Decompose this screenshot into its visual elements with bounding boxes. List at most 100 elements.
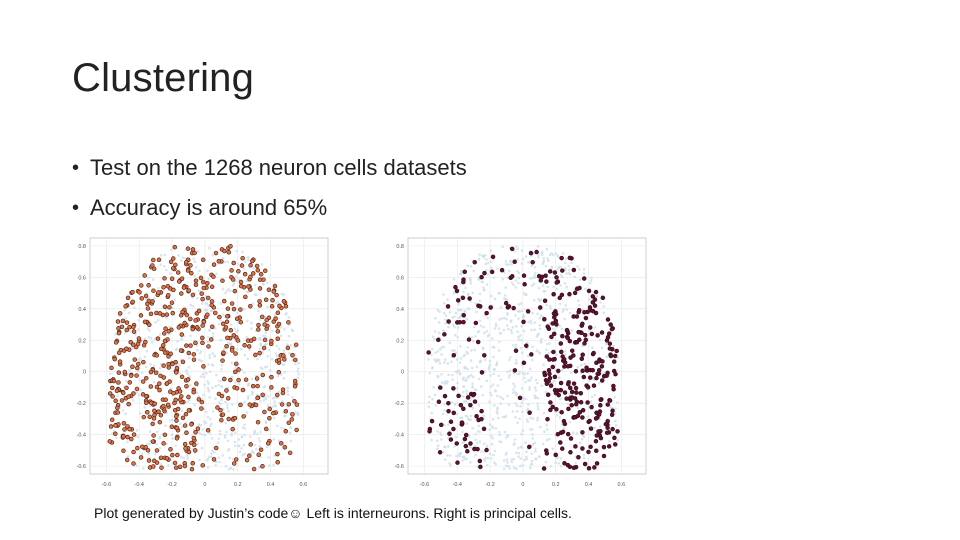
background-point (493, 297, 497, 301)
highlighted-point (157, 381, 162, 386)
background-point (478, 299, 482, 303)
background-point (547, 259, 550, 262)
highlighted-point (446, 319, 451, 324)
background-point (506, 394, 509, 398)
background-point (534, 450, 537, 453)
background-point (534, 378, 538, 382)
highlighted-point (179, 332, 185, 337)
highlighted-point (145, 410, 150, 415)
background-point (458, 361, 462, 364)
highlighted-point (183, 260, 189, 265)
background-point (598, 425, 602, 428)
background-point (224, 291, 227, 295)
highlighted-point (597, 359, 602, 364)
highlighted-point (554, 275, 559, 280)
background-point (143, 337, 147, 340)
background-point (545, 348, 548, 352)
x-tick-label: -0.2 (485, 482, 494, 488)
highlighted-point (229, 301, 235, 306)
background-point (159, 463, 163, 466)
background-point (218, 429, 222, 433)
background-point (539, 341, 543, 344)
background-point (148, 439, 152, 443)
background-point (266, 305, 269, 309)
background-point (540, 253, 544, 257)
x-tick-label: 0.4 (267, 482, 275, 488)
highlighted-point (201, 364, 206, 369)
background-point (291, 329, 295, 333)
highlighted-point (558, 380, 564, 386)
background-point (477, 424, 481, 428)
background-point (434, 404, 438, 407)
background-point (140, 371, 144, 374)
highlighted-point (585, 384, 591, 390)
background-point (551, 447, 555, 450)
highlighted-point (173, 262, 178, 268)
background-point (536, 245, 540, 248)
highlighted-point (593, 310, 599, 316)
highlighted-point (139, 296, 145, 301)
y-tick-label: -0.6 (395, 464, 404, 470)
background-point (123, 331, 127, 335)
background-point (438, 361, 442, 365)
highlighted-point (186, 288, 191, 293)
highlighted-point (243, 294, 248, 300)
background-point (519, 464, 522, 468)
highlighted-point (116, 350, 122, 356)
highlighted-point (146, 458, 152, 463)
background-point (477, 257, 481, 261)
highlighted-point (459, 420, 465, 426)
background-point (258, 347, 262, 351)
highlighted-point (108, 424, 114, 429)
background-point (459, 315, 462, 319)
background-point (210, 422, 213, 426)
background-point (541, 442, 545, 446)
background-point (520, 262, 524, 265)
background-point (180, 425, 184, 429)
highlighted-point (595, 371, 600, 377)
highlighted-point (565, 335, 571, 341)
highlighted-point (200, 296, 205, 302)
background-point (503, 430, 507, 434)
background-point (188, 384, 192, 387)
highlighted-point (148, 369, 154, 375)
background-point (557, 462, 561, 465)
highlighted-point (175, 406, 181, 412)
background-point (225, 403, 229, 407)
highlighted-point (179, 276, 185, 281)
background-point (505, 317, 508, 321)
highlighted-point (169, 424, 175, 430)
background-point (494, 426, 498, 430)
highlighted-point (512, 259, 517, 265)
highlighted-point (250, 271, 256, 276)
background-point (193, 260, 197, 264)
highlighted-point (138, 455, 144, 460)
highlighted-point (126, 394, 131, 399)
background-point (519, 457, 522, 460)
background-point (489, 260, 493, 264)
bullet-list: • Test on the 1268 neuron cells datasets … (72, 148, 467, 228)
background-point (567, 264, 570, 268)
background-point (537, 286, 541, 290)
highlighted-point (559, 349, 564, 355)
highlighted-point (131, 329, 137, 334)
background-point (536, 402, 539, 405)
highlighted-point (545, 324, 550, 329)
highlighted-point (166, 361, 171, 367)
highlighted-point (571, 465, 577, 471)
highlighted-point (509, 246, 515, 252)
background-point (144, 365, 148, 369)
background-point (430, 438, 433, 442)
background-point (453, 325, 456, 329)
highlighted-point (437, 450, 443, 455)
background-point (463, 367, 467, 370)
background-point (212, 450, 216, 454)
background-point (431, 397, 434, 401)
highlighted-point (191, 352, 196, 357)
background-point (237, 278, 241, 281)
highlighted-point (131, 342, 136, 347)
background-point (504, 286, 508, 289)
highlighted-point (176, 325, 182, 330)
background-point (512, 457, 516, 461)
background-point (208, 370, 212, 374)
